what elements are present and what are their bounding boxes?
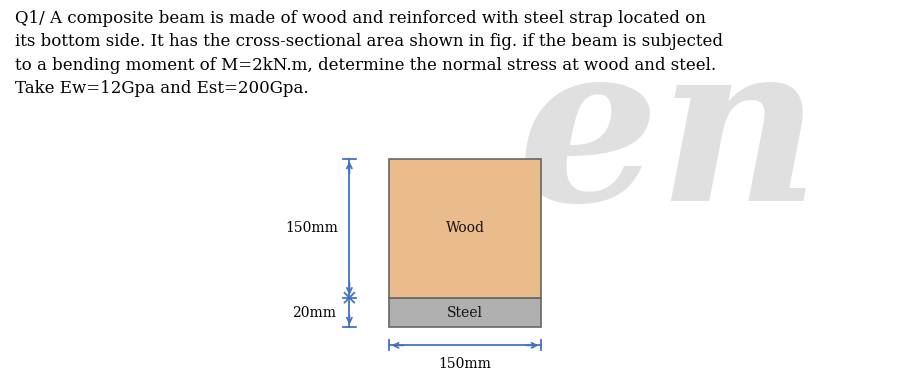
Text: Wood: Wood: [446, 221, 484, 235]
Text: Steel: Steel: [447, 305, 483, 319]
Bar: [389, 298, 541, 327]
Bar: [389, 159, 541, 298]
Text: en: en: [518, 31, 821, 247]
Text: 150mm: 150mm: [286, 221, 339, 235]
Text: 150mm: 150mm: [439, 357, 491, 371]
Text: Q1/ A composite beam is made of wood and reinforced with steel strap located on
: Q1/ A composite beam is made of wood and…: [15, 10, 723, 97]
Text: 20mm: 20mm: [292, 305, 336, 319]
